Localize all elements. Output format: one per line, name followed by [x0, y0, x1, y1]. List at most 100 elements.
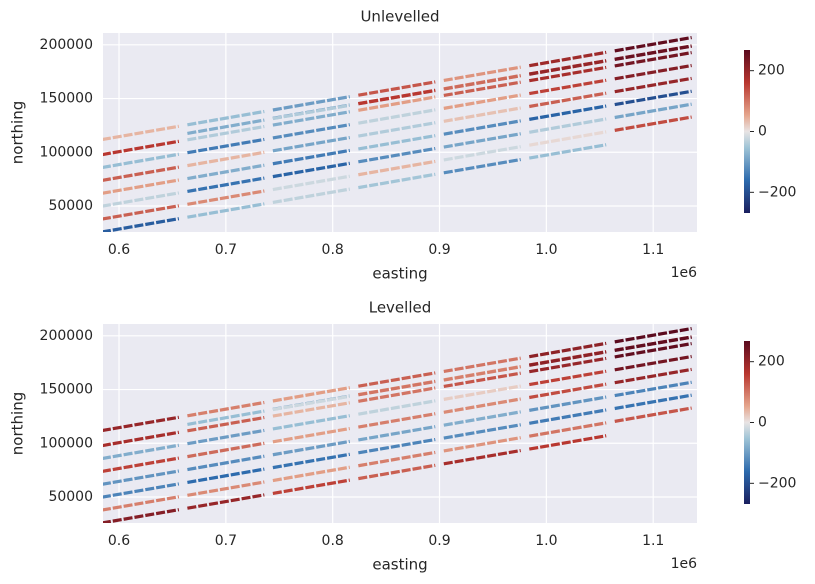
point — [272, 465, 351, 483]
point — [103, 495, 180, 512]
point — [272, 401, 351, 418]
point — [528, 421, 607, 438]
point — [614, 63, 692, 81]
point — [187, 150, 265, 168]
point — [187, 176, 265, 193]
point — [187, 118, 265, 135]
point — [358, 146, 436, 164]
x-tick-label: 0.8 — [322, 533, 344, 549]
point — [187, 415, 265, 433]
y-tick-label: 100000 — [40, 144, 93, 160]
point — [528, 91, 607, 109]
x-tick-label: 0.7 — [215, 242, 237, 258]
y-tick-label: 50000 — [48, 489, 93, 505]
point — [614, 406, 692, 423]
x-tick-label: 0.9 — [428, 533, 450, 549]
point — [187, 428, 265, 446]
point — [358, 412, 436, 429]
point — [358, 437, 436, 455]
point — [358, 108, 436, 125]
x-offset-label: 1e6 — [671, 265, 698, 281]
colorbar-tick-label: 0 — [758, 415, 767, 431]
chart-title: Levelled — [369, 299, 432, 317]
point — [358, 371, 436, 388]
point — [187, 202, 265, 219]
point — [614, 380, 692, 398]
point — [272, 174, 351, 192]
point — [187, 441, 265, 459]
point — [614, 342, 692, 359]
point — [272, 148, 351, 166]
colorbar-tick-label: −200 — [758, 184, 796, 200]
points — [103, 35, 692, 232]
point — [272, 394, 351, 412]
point — [103, 152, 180, 169]
colorbar — [744, 341, 750, 504]
point — [272, 478, 351, 495]
point — [103, 139, 180, 157]
colorbar-tick-label: −200 — [758, 475, 796, 491]
point — [103, 482, 180, 499]
x-tick-label: 0.8 — [322, 242, 344, 258]
point — [528, 143, 607, 160]
point — [443, 132, 521, 149]
point — [614, 76, 692, 94]
point — [614, 89, 692, 107]
point — [528, 369, 607, 387]
x-axis-label: easting — [372, 265, 427, 283]
y-tick-label: 150000 — [40, 91, 93, 107]
point — [187, 454, 265, 472]
point — [443, 365, 521, 382]
point — [614, 335, 692, 353]
point — [358, 172, 436, 190]
x-tick-label: 0.7 — [215, 533, 237, 549]
point — [187, 124, 265, 142]
points — [103, 326, 692, 523]
x-tick-label: 1.0 — [535, 242, 557, 258]
x-tick-label: 1.1 — [642, 242, 664, 258]
point — [528, 350, 607, 367]
point — [358, 399, 436, 416]
point — [103, 178, 180, 195]
x-tick-label: 0.6 — [108, 533, 130, 549]
point — [614, 393, 692, 411]
y-tick-label: 50000 — [48, 198, 93, 214]
point — [103, 443, 180, 460]
point — [187, 493, 265, 510]
point — [528, 408, 607, 425]
point — [443, 74, 521, 91]
point — [528, 59, 607, 76]
x-tick-label: 1.1 — [642, 533, 664, 549]
point — [614, 35, 692, 53]
point — [528, 50, 607, 68]
point — [528, 78, 607, 96]
point — [443, 397, 521, 414]
point — [358, 121, 436, 138]
point — [103, 456, 180, 473]
point — [443, 356, 521, 374]
point — [187, 163, 265, 181]
x-tick-label: 1.0 — [535, 533, 557, 549]
point — [358, 95, 436, 112]
y-tick-label: 200000 — [40, 328, 93, 344]
point — [528, 356, 607, 374]
x-tick-label: 0.9 — [428, 242, 450, 258]
point — [103, 217, 180, 232]
point — [103, 430, 180, 448]
point — [443, 448, 521, 466]
point — [103, 204, 180, 221]
point — [272, 123, 351, 140]
point — [528, 434, 607, 451]
point — [358, 134, 436, 151]
point — [443, 106, 521, 123]
point — [443, 423, 521, 440]
point — [614, 367, 692, 385]
point — [187, 467, 265, 484]
point — [358, 159, 436, 177]
point — [443, 371, 521, 389]
point — [443, 384, 521, 401]
point — [103, 165, 180, 182]
point — [528, 104, 607, 121]
point — [103, 415, 180, 433]
